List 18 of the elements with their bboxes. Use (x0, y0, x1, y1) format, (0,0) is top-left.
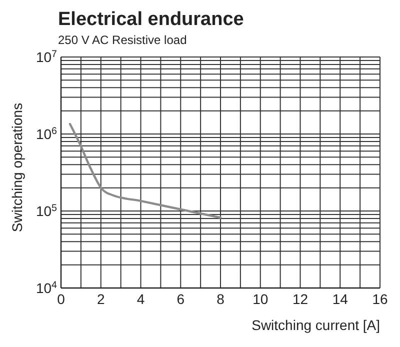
x-tick-label: 8 (216, 291, 225, 307)
y-tick-label: 10$^{6}$ (36, 126, 58, 142)
x-tick-label: 4 (136, 291, 145, 307)
x-tick-label: 16 (372, 291, 388, 307)
x-tick-label: 14 (332, 291, 348, 307)
x-tick-label: 10 (252, 291, 268, 307)
line-series (68, 122, 222, 219)
y-tick-label: 10$^{7}$ (36, 48, 57, 65)
x-tick-label: 2 (96, 291, 105, 307)
chart-subtitle: 250 V AC Resistive load (58, 33, 187, 47)
y-tick-label: 10$^{4}$ (36, 280, 58, 296)
y-axis-title: Switching operations (9, 102, 25, 232)
x-tick-label: 6 (176, 291, 185, 307)
y-tick-label: 10$^{5}$ (36, 202, 58, 219)
x-tick-label: 0 (57, 291, 66, 307)
x-tick-label: 12 (292, 291, 308, 307)
x-axis-title: Switching current [A] (252, 317, 380, 333)
chart-title: Electrical endurance (58, 9, 244, 30)
